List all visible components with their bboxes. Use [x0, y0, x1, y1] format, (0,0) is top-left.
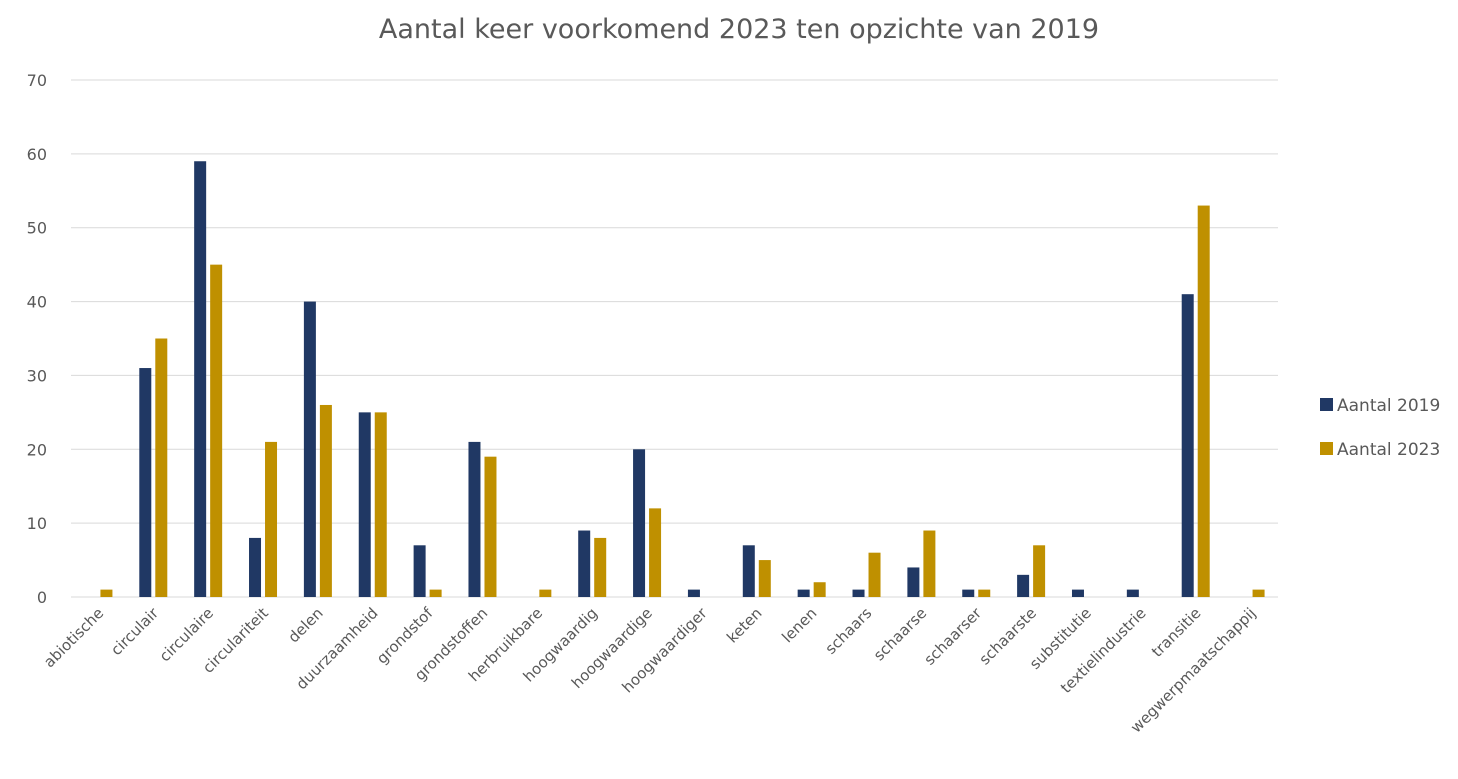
- bar: [649, 508, 662, 597]
- bar: [249, 537, 262, 597]
- bar: [374, 412, 387, 597]
- y-axis-ticks: 0 10 20 30 40 50 60 70: [27, 71, 47, 607]
- x-tick-label: abiotische: [40, 604, 107, 671]
- bar: [539, 589, 552, 597]
- bar: [594, 537, 607, 597]
- legend-label: Aantal 2023: [1337, 440, 1440, 460]
- bar: [578, 530, 591, 597]
- x-tick-label: transitie: [1148, 604, 1205, 661]
- bar: [303, 301, 316, 597]
- bar: [155, 338, 168, 597]
- legend: Aantal 2019 Aantal 2023: [1320, 396, 1440, 460]
- bar: [687, 589, 700, 597]
- gridlines: [71, 79, 1278, 598]
- bar: [210, 264, 223, 597]
- bars: [100, 161, 1265, 598]
- bar: [962, 589, 975, 597]
- bar: [758, 560, 771, 597]
- bar: [358, 412, 371, 597]
- chart-title: Aantal keer voorkomend 2023 ten opzichte…: [379, 14, 1099, 45]
- bar: [194, 161, 207, 597]
- y-tick-label: 60: [27, 145, 47, 164]
- bar: [1252, 589, 1265, 597]
- bar: [319, 404, 332, 597]
- bar: [413, 545, 426, 597]
- bar: [1197, 205, 1210, 598]
- bar: [1033, 545, 1046, 597]
- bar: [484, 456, 497, 597]
- x-tick-label: lenen: [778, 604, 820, 646]
- bar: [1181, 294, 1194, 597]
- bar: [429, 589, 442, 597]
- bar: [1017, 574, 1030, 597]
- x-tick-label: circulair: [107, 604, 163, 660]
- y-tick-label: 0: [37, 588, 47, 607]
- bar: [1071, 589, 1084, 597]
- bar: [100, 589, 113, 597]
- y-tick-label: 30: [27, 366, 47, 385]
- legend-swatch: [1320, 442, 1333, 455]
- bar: [1126, 589, 1139, 597]
- y-tick-label: 40: [27, 293, 47, 312]
- x-tick-label: delen: [285, 604, 327, 646]
- bar: [742, 545, 755, 597]
- legend-swatch: [1320, 398, 1333, 411]
- y-tick-label: 20: [27, 440, 47, 459]
- bar: [813, 582, 826, 597]
- bar: [852, 589, 865, 597]
- x-tick-label: schaars: [822, 604, 876, 658]
- legend-label: Aantal 2019: [1337, 396, 1440, 416]
- x-tick-label: keten: [723, 604, 765, 646]
- y-tick-label: 70: [27, 71, 47, 90]
- bar: [907, 567, 920, 597]
- bar: [868, 552, 881, 597]
- bar: [468, 441, 481, 597]
- bar: [265, 441, 278, 597]
- bar: [633, 449, 646, 597]
- bar: [923, 530, 936, 597]
- bar: [797, 589, 810, 597]
- x-axis-ticks: abiotische circulaircirculairecircularite…: [40, 604, 1259, 737]
- x-tick-label: schaarser: [920, 604, 985, 669]
- y-tick-label: 50: [27, 219, 47, 238]
- y-tick-label: 10: [27, 514, 47, 533]
- bar: [139, 368, 152, 597]
- bar: [978, 589, 991, 597]
